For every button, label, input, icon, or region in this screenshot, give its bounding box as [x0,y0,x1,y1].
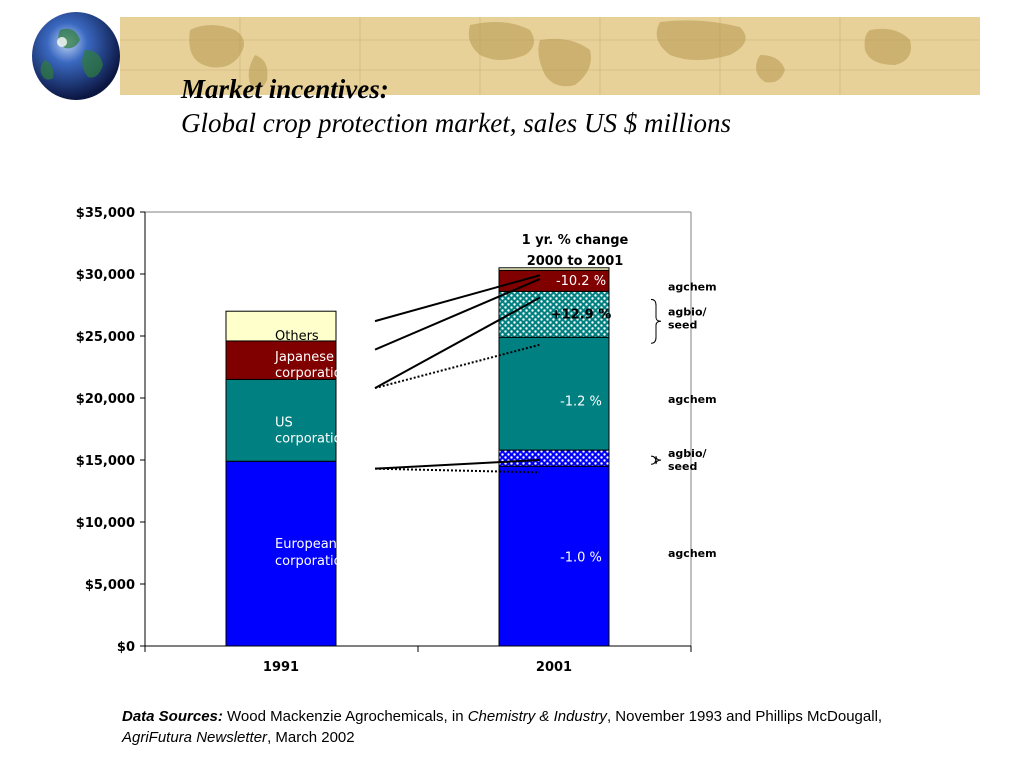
pct-change-header: 1 yr. % change [522,233,629,248]
bar-2001-segment [498,449,610,467]
sources-text-2: , November 1993 and Phillips McDougall, [606,708,883,725]
sources-text-1: Wood Mackenzie Agrochemicals, in [222,708,468,725]
page-subtitle: Global crop protection market, sales US … [181,108,731,138]
globe-highlight [57,37,67,47]
x-tick-label: 1991 [263,660,299,675]
y-tick-label: $25,000 [76,330,135,345]
brace-agbio-us [650,298,662,344]
globe-landmass [40,28,103,80]
connector-line [374,274,541,323]
data-sources-note: Data Sources: Wood Mackenzie Agrochemica… [122,706,942,748]
title-block: Market incentives: Global crop protectio… [181,72,731,140]
bar-2001-segment [498,465,610,647]
bar-2001-segment [498,336,610,451]
sources-label: Data Sources: [122,708,223,725]
segment-label-japanese-2: corporations [275,366,357,381]
chart-annotations: OthersJapanesecorporationsUScorporations… [274,233,717,569]
y-tick-label: $10,000 [76,516,135,531]
connector-line [374,296,541,389]
side-label: agchem [668,280,717,293]
bar-1991-segment [225,460,337,647]
side-label: seed [668,318,697,331]
segment-label-european: European [275,537,337,552]
segment-label-european-2: corporations [275,554,357,569]
bar-1991-segment [225,310,337,342]
y-tick-label: $15,000 [76,454,135,469]
segment-label-us-2: corporations [275,431,357,446]
side-label: agchem [668,393,717,406]
sources-text-3: , March 2002 [267,729,355,746]
y-tick-label: $20,000 [76,392,135,407]
segment-label-japanese: Japanese [274,350,334,365]
page-title: Market incentives: [181,74,389,104]
sources-newsletter: AgriFutura Newsletter [122,729,268,746]
pct-change-label: +12.9 % [551,308,612,323]
side-label: agbio/ [668,305,707,318]
x-tick-label: 2001 [536,660,572,675]
side-label: agbio/ [668,447,707,460]
side-label: agchem [668,547,717,560]
sources-journal: Chemistry & Industry [467,708,607,725]
stacked-bar-chart: $0 $5,000 $10,000 $15,000 $20,000 $25,000 $30,… [76,206,717,675]
map-grid-lines [120,17,980,95]
y-tick-label: $30,000 [76,268,135,283]
pct-change-label: -10.2 % [556,274,606,289]
connector-line [374,467,541,474]
connector-line [374,278,541,351]
globe-icon [32,12,120,100]
brace-agbio-european [650,455,662,465]
pct-change-label: -1.2 % [560,394,602,409]
y-tick-label: $0 [117,640,135,655]
y-tick-label: $5,000 [85,578,135,593]
pct-change-label: -1.0 % [560,551,602,566]
connector-line [374,459,541,470]
pct-change-header-2: 2000 to 2001 [527,254,624,269]
y-tick-label: $35,000 [76,206,135,221]
chart-bars [225,267,610,647]
connector-line [374,343,541,390]
bar-2001-segment [498,267,610,271]
segment-label-us: US [275,415,293,430]
bar-2001-segment [498,290,610,338]
segment-label-others: Others [275,329,319,344]
header-banner [32,12,980,100]
bar-1991-segment [225,340,337,380]
side-label: seed [668,460,697,473]
